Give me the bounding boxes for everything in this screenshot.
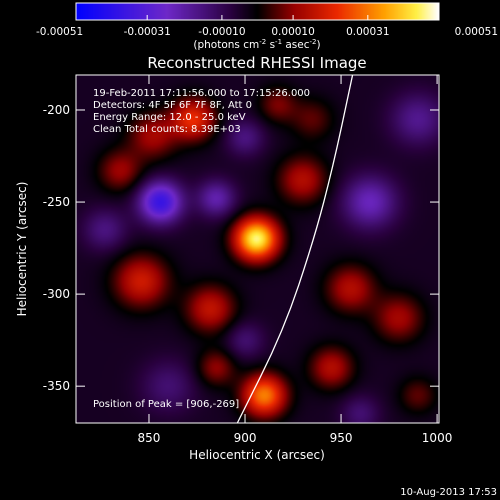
colorbar-tick-label: 0.00031	[346, 26, 389, 38]
annotation-clean-counts: Clean Total counts: 8.39E+03	[93, 124, 241, 135]
x-tick-label: 1000	[422, 431, 453, 445]
annotation-time-range: 19-Feb-2011 17:11:56.000 to 17:15:26.000	[93, 88, 310, 99]
annotation-peak-position: Position of Peak = [906,-269]	[93, 399, 239, 410]
y-tick-label: -200	[43, 103, 70, 117]
footer-timestamp: 10-Aug-2013 17:53	[400, 487, 497, 498]
annotation-block: 19-Feb-2011 17:11:56.000 to 17:15:26.000…	[93, 88, 310, 410]
colorbar-gradient	[76, 3, 439, 20]
annotation-detectors: Detectors: 4F 5F 6F 7F 8F, Att 0	[93, 100, 252, 111]
colorbar: -0.00051 -0.00031 -0.00010 0.00010 0.00031 0.…	[36, 2, 498, 51]
colorbar-tick-label: -0.00010	[198, 26, 245, 38]
x-tick-label: 900	[234, 431, 257, 445]
colorbar-tick-label: -0.00051	[36, 26, 83, 38]
y-tick-label: -300	[43, 287, 70, 301]
annotation-energy-range: Energy Range: 12.0 - 25.0 keV	[93, 112, 246, 123]
y-axis-ticks: -200 -250 -300 -350	[43, 103, 439, 393]
x-tick-label: 950	[330, 431, 353, 445]
x-tick-label: 850	[138, 431, 161, 445]
colorbar-tick-label: 0.00051	[455, 26, 498, 38]
x-axis-label: Heliocentric X (arcsec)	[189, 448, 325, 462]
y-tick-label: -350	[43, 379, 70, 393]
colorbar-unit-label: (photons cm-2 s-1 asec-2)	[193, 38, 320, 51]
colorbar-ticks: -0.00051 -0.00031 -0.00010 0.00010 0.00031 0.…	[36, 15, 498, 38]
plot-frame	[75, 74, 440, 424]
y-tick-label: -250	[43, 195, 70, 209]
heatmap-image	[76, 75, 439, 423]
solar-limb-curve	[236, 74, 354, 424]
chart-title: Reconstructed RHESSI Image	[147, 54, 366, 72]
colorbar-tick-label: -0.00031	[124, 26, 171, 38]
colorbar-frame	[75, 2, 440, 21]
y-axis-label: Heliocentric Y (arcsec)	[15, 182, 29, 317]
x-axis-ticks: 850 900 950 1000	[138, 75, 453, 445]
colorbar-tick-label: 0.00010	[271, 26, 314, 38]
